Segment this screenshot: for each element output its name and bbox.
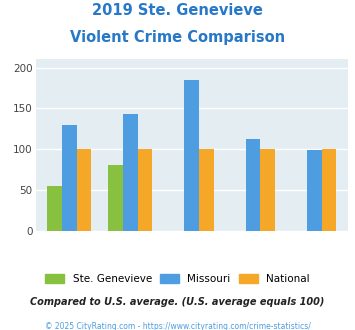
- Bar: [184, 80, 199, 231]
- Text: 2019 Ste. Genevieve: 2019 Ste. Genevieve: [92, 3, 263, 18]
- Bar: [123, 114, 138, 231]
- Text: Violent Crime Comparison: Violent Crime Comparison: [70, 30, 285, 45]
- Bar: [138, 149, 153, 231]
- Text: © 2025 CityRating.com - https://www.cityrating.com/crime-statistics/: © 2025 CityRating.com - https://www.city…: [45, 322, 310, 330]
- Bar: [47, 186, 62, 231]
- Bar: [246, 139, 260, 231]
- Bar: [108, 165, 123, 231]
- Bar: [322, 149, 336, 231]
- Bar: [199, 149, 214, 231]
- Bar: [77, 149, 91, 231]
- Bar: [307, 150, 322, 231]
- Legend: Ste. Genevieve, Missouri, National: Ste. Genevieve, Missouri, National: [42, 271, 313, 287]
- Bar: [260, 149, 275, 231]
- Bar: [62, 125, 77, 231]
- Text: Compared to U.S. average. (U.S. average equals 100): Compared to U.S. average. (U.S. average …: [30, 297, 325, 307]
